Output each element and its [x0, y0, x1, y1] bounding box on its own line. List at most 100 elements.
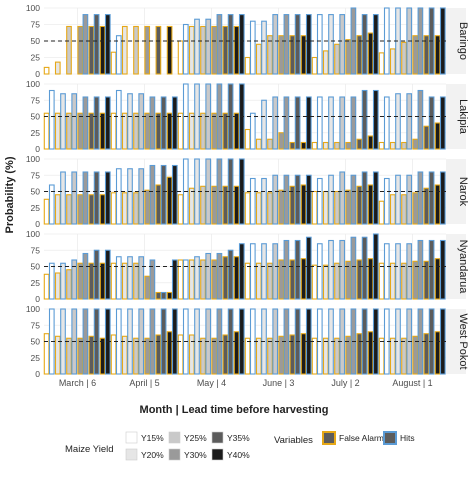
bar-false-alarm [412, 335, 419, 375]
bar-false-alarm [378, 262, 385, 300]
bar-false-alarm [434, 122, 441, 150]
bar-false-alarm [401, 337, 407, 375]
facet-strip-label: Baringo [457, 22, 469, 60]
bar-hit [328, 239, 334, 300]
bar-false-alarm [54, 272, 61, 300]
bar-false-alarm [54, 112, 61, 150]
bar-hit [127, 256, 133, 300]
bar-false-alarm [300, 141, 307, 150]
bar-false-alarm [345, 189, 352, 225]
bar-hit [339, 239, 346, 300]
bar-false-alarm [367, 331, 374, 375]
bar-false-alarm [255, 192, 262, 225]
bar-hit [60, 93, 66, 150]
bar-false-alarm [267, 192, 273, 225]
bar-hit [160, 291, 167, 300]
bar-hit [272, 14, 279, 75]
bar-hit [372, 171, 379, 225]
bar-false-alarm [244, 128, 251, 150]
bar-false-alarm [43, 333, 50, 375]
y-tick-label: 100 [26, 229, 40, 239]
bar-hit [149, 164, 156, 225]
bar-hit [115, 89, 122, 150]
bar-false-alarm [222, 112, 229, 150]
bar-hit [93, 249, 100, 300]
bar-hit [350, 236, 357, 300]
bar-false-alarm [255, 337, 262, 375]
bar-hit [205, 252, 212, 300]
bar-false-alarm [300, 184, 307, 225]
bar-hit [339, 14, 346, 75]
bar-hit [328, 96, 334, 150]
bar-false-alarm [244, 192, 251, 225]
bar-hit [339, 171, 346, 225]
bar-hit [227, 249, 234, 300]
bar-false-alarm [244, 262, 251, 300]
facet-strip [446, 8, 466, 74]
bar-false-alarm [267, 138, 273, 150]
bar-hit [138, 168, 145, 225]
legend-label-yield: Y20% [141, 450, 164, 460]
bar-false-alarm [233, 256, 240, 300]
bar-false-alarm [88, 112, 95, 150]
bar-false-alarm [110, 192, 117, 225]
bar-hit [261, 20, 267, 75]
bar-false-alarm [356, 333, 363, 375]
bar-hit [283, 14, 290, 75]
bar-hit [439, 171, 446, 225]
bar-hit [417, 171, 424, 225]
y-tick-label: 75 [31, 170, 41, 180]
y-tick-label: 25 [31, 203, 41, 213]
bar-false-alarm [88, 335, 95, 375]
bar-hit [82, 252, 89, 300]
bar-hit [182, 259, 189, 300]
bar-hit [328, 174, 334, 225]
bar-false-alarm [311, 141, 318, 150]
bar-false-alarm [255, 43, 262, 75]
y-tick-label: 50 [31, 337, 41, 347]
bar-hit [272, 174, 279, 225]
facet-strip [446, 84, 466, 149]
bar-false-alarm [211, 259, 218, 300]
bar-false-alarm [289, 185, 296, 225]
bar-false-alarm [244, 56, 251, 75]
bar-hit [216, 14, 223, 75]
bar-hit [316, 243, 323, 300]
bar-false-alarm [88, 194, 95, 225]
bar-false-alarm [401, 194, 407, 225]
bar-false-alarm [177, 259, 184, 300]
bar-false-alarm [155, 334, 162, 375]
bar-hit [205, 18, 212, 75]
bar-false-alarm [322, 337, 329, 375]
bar-false-alarm [177, 40, 184, 75]
bar-false-alarm [267, 262, 273, 300]
bar-false-alarm [66, 337, 72, 375]
bar-false-alarm [77, 337, 84, 375]
bar-hit [305, 96, 312, 150]
bar-false-alarm [66, 194, 72, 225]
bar-false-alarm [378, 52, 385, 75]
bar-false-alarm [77, 112, 84, 150]
bar-false-alarm [423, 187, 430, 225]
bar-hit [406, 93, 413, 150]
bar-false-alarm [434, 331, 441, 375]
bar-false-alarm [54, 335, 61, 375]
bar-hit [361, 89, 368, 150]
bar-false-alarm [300, 333, 307, 375]
facet-strip-label: Nyandarua [457, 240, 469, 295]
legend-label-yield: Y30% [184, 450, 207, 460]
bar-false-alarm [121, 335, 128, 375]
bar-false-alarm [43, 198, 50, 225]
bar-hit [372, 89, 379, 150]
legend-swatch-yield [125, 431, 138, 444]
y-tick-label: 50 [31, 262, 41, 272]
bar-false-alarm [188, 25, 195, 75]
legend-label-yield: Y15% [141, 433, 164, 443]
bar-false-alarm [412, 192, 419, 225]
bar-false-alarm [121, 25, 128, 75]
bar-false-alarm [255, 138, 262, 150]
y-tick-label: 0 [35, 369, 40, 379]
bar-hit [261, 243, 267, 300]
bar-false-alarm [166, 291, 173, 300]
